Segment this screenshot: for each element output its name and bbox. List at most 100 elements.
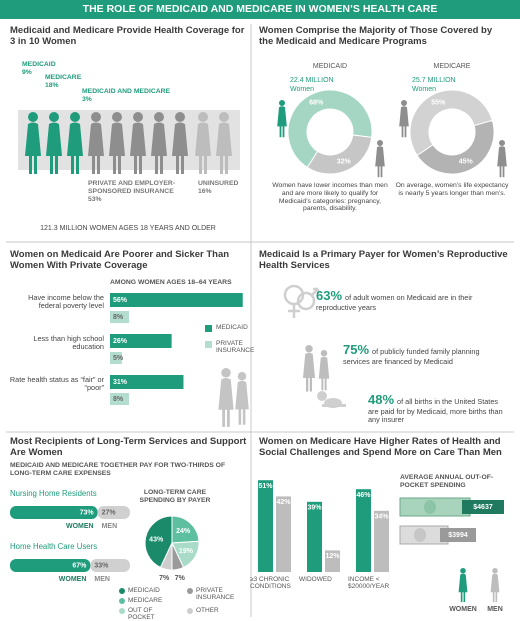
- legend-label: MEDICAID: [128, 587, 160, 594]
- person-body: [130, 122, 146, 174]
- legend-label: MEDICARE: [128, 597, 163, 604]
- header-bar: [0, 0, 520, 19]
- bar-label: 51%: [258, 483, 273, 490]
- pie-slice: [144, 515, 173, 569]
- person-head: [401, 100, 407, 106]
- bar-label: 56%: [113, 297, 128, 304]
- person-body: [109, 122, 125, 174]
- pie-title: LONG-TERM CARE SPENDING BY PAYER: [139, 489, 211, 504]
- group-label: PRIVATE AND EMPLOYER-SPONSORED INSURANCE…: [88, 180, 188, 203]
- group-label: UNINSURED 16%: [198, 180, 248, 196]
- donut-segment: [287, 89, 373, 169]
- person-icon: [235, 372, 249, 425]
- group-name: MEDICARE: [45, 74, 82, 81]
- person-icon: [218, 368, 234, 427]
- bar-sublabel: MEN: [94, 576, 110, 583]
- group-share: 9%: [22, 68, 32, 76]
- person-head: [279, 100, 285, 106]
- donut-total: 25.7 MILLION: [412, 77, 456, 84]
- person-icon: [497, 140, 507, 178]
- legend-label: PRIVATE INSURANCE: [196, 587, 235, 602]
- stacked-bar: [10, 559, 91, 572]
- group-label: MEDICARE 18%: [45, 74, 81, 90]
- person-body: [172, 122, 188, 174]
- person-icon: [303, 345, 315, 392]
- person-icon: [490, 568, 500, 603]
- person-head: [492, 568, 498, 574]
- bar-label: 31%: [113, 379, 128, 386]
- legend-marker: [187, 608, 193, 614]
- bar: [356, 489, 371, 572]
- person-head: [112, 112, 122, 122]
- donut-segment: [409, 89, 493, 157]
- pie-slice: [159, 542, 173, 571]
- donut-label: 32%: [337, 158, 352, 165]
- person-head: [237, 372, 247, 381]
- person-head: [91, 112, 101, 122]
- group-share: 16%: [198, 187, 212, 195]
- person-head: [499, 140, 505, 146]
- person-icon: [375, 140, 385, 178]
- legend-label: WOMEN: [449, 606, 477, 613]
- bar: [276, 496, 291, 572]
- bar: [110, 393, 129, 405]
- bar: [110, 375, 184, 389]
- stat: 63% of adult women on Medicaid are in the…: [316, 288, 496, 312]
- person-body: [497, 146, 507, 178]
- panel-title: Women on Medicaid Are Poorer and Sicker …: [10, 249, 230, 271]
- spending-title: AVERAGE ANNUAL OUT-OF-POCKET SPENDING: [400, 474, 494, 489]
- person-head: [320, 350, 328, 357]
- person-icon: [399, 100, 409, 138]
- legend-marker: [119, 608, 125, 614]
- donut-label: 68%: [309, 99, 324, 106]
- donut-total: 22.4 MILLION: [290, 77, 334, 84]
- panel-title: Women Comprise the Majority of Those Cov…: [259, 25, 493, 47]
- bar: [374, 510, 389, 572]
- person-head: [460, 568, 466, 574]
- person-body: [216, 122, 232, 174]
- category-label: WIDOWED: [299, 576, 332, 583]
- panel-title: Most Recipients of Long-Term Services an…: [10, 436, 247, 458]
- bar: [110, 293, 243, 307]
- group-name: MEDICAID: [22, 61, 56, 68]
- person-head: [133, 112, 143, 122]
- legend-marker: [119, 588, 125, 594]
- group-share: 53%: [88, 195, 102, 203]
- donut-note: On average, women’s life expectancy is n…: [395, 182, 509, 197]
- person-head: [70, 112, 80, 122]
- legend-swatch: [205, 341, 212, 348]
- category-label: INCOME < $20000/YEAR: [348, 576, 390, 591]
- group-label: MEDICAID AND MEDICARE 3%: [82, 88, 170, 104]
- person-icon: [458, 568, 468, 603]
- category-label: Rate health status as “fair” or “poor”: [9, 375, 104, 393]
- group-name: UNINSURED: [198, 180, 239, 187]
- stat-text: of publicly funded family planning servi…: [343, 347, 480, 366]
- bar-label: 42%: [276, 499, 291, 506]
- person-body: [67, 122, 83, 174]
- person-head: [221, 368, 231, 378]
- panel-subtitle: MEDICAID AND MEDICARE TOGETHER PAY FOR T…: [10, 462, 226, 477]
- legend-marker: [119, 598, 125, 604]
- category-label: Less than high school education: [33, 334, 104, 352]
- donut-label: 45%: [459, 158, 474, 165]
- stacked-bar: [90, 559, 130, 572]
- pie-label: 43%: [149, 536, 164, 543]
- spending-amount: $4637: [473, 504, 493, 511]
- bar-sublabel: WOMEN: [66, 523, 94, 530]
- stat-text: of all births in the United States are p…: [368, 397, 503, 425]
- person-head: [49, 112, 59, 122]
- donut-name: MEDICARE: [434, 63, 471, 70]
- person-body: [218, 377, 234, 427]
- bar-label: 26%: [113, 338, 128, 345]
- bill-icons: [399, 497, 504, 545]
- stat-value: 75%: [343, 342, 370, 357]
- person-body: [318, 356, 330, 391]
- bar-label: 5%: [113, 355, 124, 362]
- bar-label: 39%: [307, 505, 322, 512]
- legend-marker: [187, 588, 193, 594]
- person-icon: [318, 350, 330, 391]
- stat-value: 63%: [316, 288, 343, 303]
- person-body: [25, 122, 41, 174]
- panel-footer: 121.3 MILLION WOMEN AGES 18 YEARS AND OL…: [40, 225, 216, 232]
